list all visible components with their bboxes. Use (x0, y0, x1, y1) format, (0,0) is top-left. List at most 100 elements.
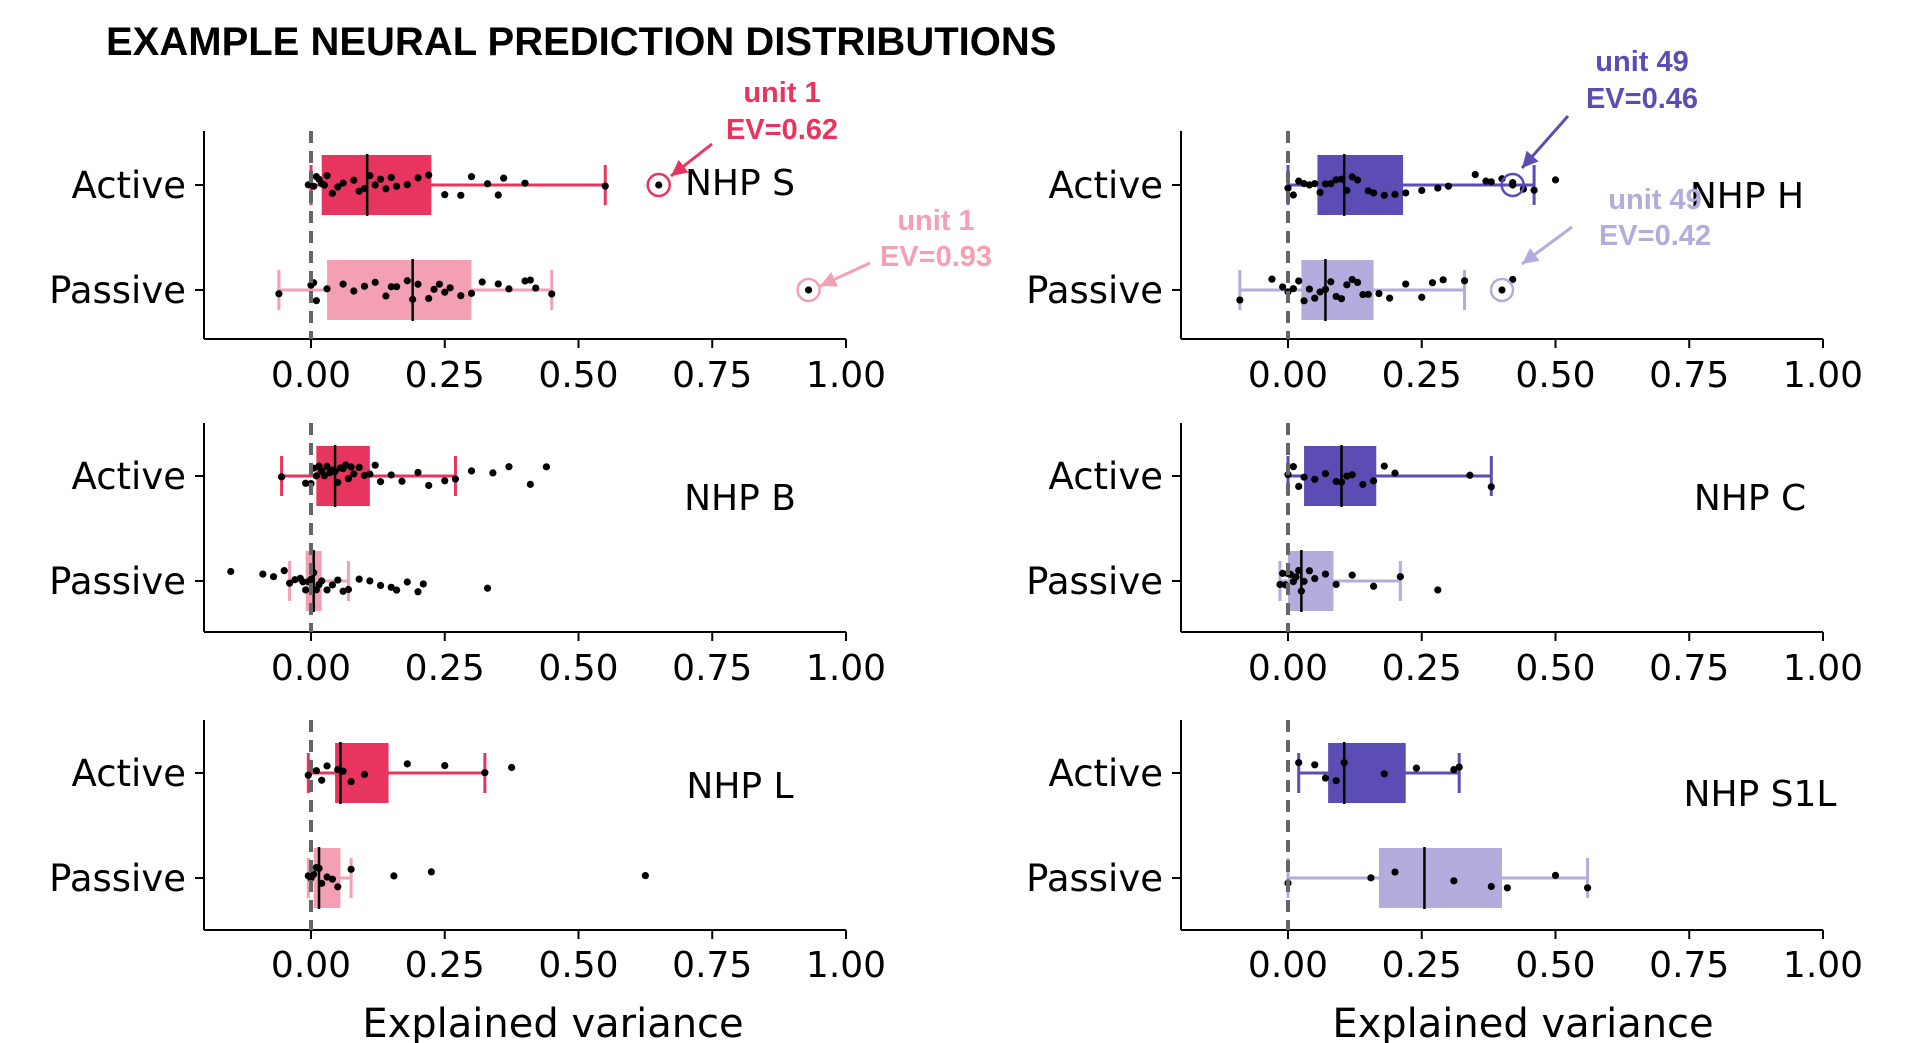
nhp-b-active-point (467, 467, 476, 475)
nhp-b-panel-label: NHP B (684, 478, 796, 519)
nhp-s-passive-point (323, 285, 331, 293)
nhp-h-highlight-0-label-line1: unit 49 (1595, 46, 1688, 78)
nhp-b-active-point (526, 480, 534, 488)
nhp-s-passive-point (414, 280, 422, 288)
nhp-s1l-x-tick-label: 1.00 (1783, 945, 1863, 986)
nhp-l-active-point (508, 763, 516, 772)
nhp-c-active-point (1295, 482, 1303, 491)
nhp-l-active-point (360, 770, 369, 779)
nhp-s1l-active-point (1295, 759, 1303, 767)
nhp-c-passive-point (1305, 567, 1313, 575)
nhp-h-active-point (1530, 186, 1538, 194)
nhp-h-active-point (1337, 175, 1346, 183)
nhp-s1l-x-tick-label: 0.00 (1248, 945, 1328, 986)
nhp-s-passive-point (505, 285, 513, 293)
nhp-s-passive-point (360, 282, 369, 290)
nhp-s-passive-point (467, 289, 476, 297)
nhp-h-highlight-0-point (1509, 181, 1517, 189)
nhp-h-passive-point (1321, 285, 1330, 293)
nhp-s1l-active-point (1412, 764, 1420, 772)
nhp-c-active-point (1337, 478, 1346, 486)
nhp-c-panel-label: NHP C (1694, 478, 1806, 519)
nhp-s-highlight-1-label-line1: unit 1 (897, 205, 974, 237)
nhp-l-category-label: Active (72, 752, 186, 795)
nhp-b-active-point (414, 468, 422, 477)
nhp-s-x-tick-label: 0.00 (271, 355, 351, 396)
nhp-b-passive-point (280, 567, 288, 575)
nhp-b-x-tick-label: 0.50 (538, 648, 618, 689)
nhp-s-passive-point (350, 287, 358, 295)
nhp-b-active-point (355, 463, 363, 471)
nhp-c-passive-point (1295, 566, 1303, 575)
nhp-s-panel-label: NHP S (685, 163, 795, 204)
nhp-s-passive-point (339, 280, 347, 288)
nhp-b-passive-point (259, 570, 267, 578)
nhp-h-active-point (1295, 177, 1303, 185)
nhp-h-passive-point (1364, 290, 1372, 298)
nhp-s-passive-point (435, 280, 443, 288)
nhp-b-x-tick-label: 0.25 (405, 648, 485, 689)
nhp-s-passive-point (382, 292, 390, 300)
nhp-s-highlight-0-arrowhead (671, 159, 689, 176)
nhp-h-active-point (1487, 178, 1495, 186)
nhp-s-active-point (467, 173, 476, 181)
nhp-h-active-point (1348, 173, 1356, 181)
nhp-s-passive-point (446, 284, 454, 292)
nhp-l-passive-point (315, 864, 323, 872)
nhp-s1l-passive-point (1487, 882, 1495, 891)
nhp-l-passive-point (641, 871, 649, 880)
nhp-c-passive-point (1370, 582, 1378, 590)
nhp-h-highlight-1-ring (1489, 277, 1515, 303)
nhp-l-category-label: Passive (49, 857, 186, 900)
nhp-c-active-box (1304, 446, 1377, 506)
nhp-s-active-point (310, 182, 318, 190)
nhp-s-highlight-1-arrowhead (820, 272, 838, 287)
nhp-s-passive-point (441, 288, 449, 296)
nhp-b-x-tick-label: 1.00 (806, 648, 886, 689)
nhp-s1l-active-point (1332, 777, 1340, 785)
nhp-s-category-label: Passive (49, 269, 186, 312)
nhp-s-passive-point (371, 278, 379, 286)
nhp-s-passive-point (521, 277, 529, 285)
nhp-h-passive-point (1402, 280, 1410, 288)
nhp-s1l-active-box (1328, 743, 1406, 803)
nhp-s-active-point (393, 182, 401, 190)
nhp-h-category-label: Passive (1026, 269, 1163, 312)
nhp-c-passive-point (1321, 570, 1330, 578)
nhp-h-passive-point (1509, 275, 1517, 284)
nhp-c-passive-point (1292, 573, 1300, 581)
nhp-l-active-point (347, 778, 355, 786)
nhp-h-highlight-1-label-line1: unit 49 (1608, 184, 1701, 216)
nhp-h-active-point (1332, 176, 1340, 184)
nhp-s-active-point (425, 171, 433, 179)
nhp-b-active-point (347, 463, 355, 471)
nhp-s-passive-point (494, 280, 502, 288)
nhp-s-highlight-1-point (804, 286, 813, 294)
nhp-s-active-point (494, 191, 502, 199)
nhp-l-x-axis-label: Explained variance (362, 1001, 743, 1043)
nhp-b-active-point (331, 467, 339, 476)
nhp-c-passive-point (1332, 580, 1340, 589)
nhp-b-active-point (302, 479, 310, 487)
nhp-s1l-active-point (1340, 759, 1348, 767)
nhp-b-category-label: Passive (49, 560, 186, 603)
nhp-s-active-point (328, 189, 336, 197)
nhp-s-active-point (441, 191, 449, 199)
nhp-l-panel-label: NHP L (686, 766, 793, 807)
nhp-b-active-point (505, 463, 513, 471)
nhp-h-passive-point (1236, 296, 1244, 304)
nhp-b-passive-point (366, 577, 374, 585)
nhp-b-passive-point (302, 586, 310, 594)
nhp-s1l-passive-point (1551, 871, 1560, 880)
nhp-h-active-point (1380, 191, 1388, 199)
nhp-s-passive-point (409, 295, 417, 303)
nhp-h-highlight-0-ring (1500, 172, 1525, 198)
nhp-s-passive-point (393, 283, 401, 291)
nhp-s1l-active-point (1321, 774, 1330, 782)
nhp-h-highlight-1-arrowhead (1522, 248, 1540, 264)
nhp-l-active-point (403, 760, 411, 768)
nhp-c-active-point (1348, 471, 1356, 479)
nhp-h-passive-point (1460, 277, 1469, 285)
nhp-b-active-point (451, 475, 460, 483)
nhp-h-category-label: Active (1049, 164, 1163, 207)
